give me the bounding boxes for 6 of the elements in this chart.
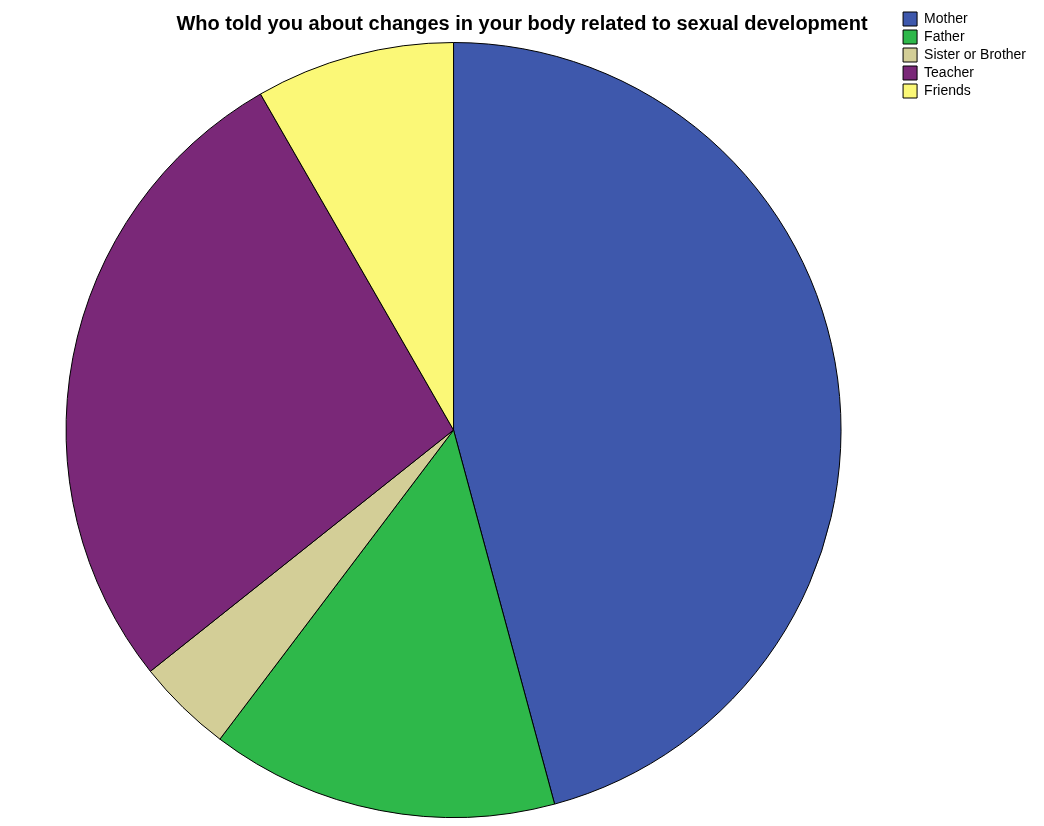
legend-label: Teacher — [924, 63, 975, 80]
legend-label: Friends — [924, 81, 971, 98]
legend-label: Father — [924, 27, 965, 44]
chart-title: Who told you about changes in your body related to sexual development — [176, 11, 868, 34]
legend-label: Sister or Brother — [924, 45, 1027, 62]
legend-label: Mother — [924, 9, 968, 26]
